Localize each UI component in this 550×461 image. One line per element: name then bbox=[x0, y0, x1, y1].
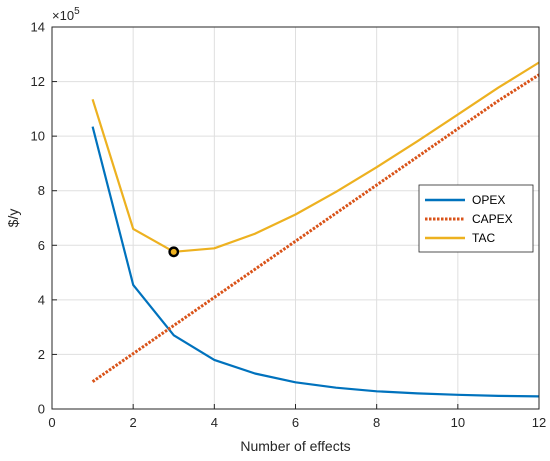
x-tick-label: 10 bbox=[451, 415, 465, 430]
highlight-marker bbox=[168, 246, 180, 258]
ticks-group: 0 2 4 6 8 10 12 0 2 4 6 8 10 12 14 bbox=[31, 20, 547, 431]
legend-label-opex: OPEX bbox=[472, 193, 505, 207]
y-axis-label: $/y bbox=[5, 209, 21, 228]
x-tick-label: 4 bbox=[211, 415, 218, 430]
exponent-power: 5 bbox=[74, 6, 80, 17]
highlight-group bbox=[168, 246, 180, 258]
series-line-opex bbox=[91, 126, 540, 398]
x-tick-label: 8 bbox=[373, 415, 380, 430]
y-tick-label: 2 bbox=[38, 347, 45, 362]
y-tick-label: 4 bbox=[38, 292, 45, 307]
series-group bbox=[91, 61, 540, 398]
series-line-tac bbox=[91, 61, 540, 253]
exponent-base: ×10 bbox=[52, 8, 74, 23]
y-tick-label: 0 bbox=[38, 402, 45, 417]
x-axis-label: Number of effects bbox=[240, 438, 350, 454]
x-tick-label: 12 bbox=[532, 415, 546, 430]
y-tick-label: 6 bbox=[38, 238, 45, 253]
x-tick-label: 2 bbox=[130, 415, 137, 430]
legend: OPEX CAPEX TAC bbox=[418, 184, 534, 253]
y-tick-label: 10 bbox=[31, 129, 45, 144]
x-tick-label: 6 bbox=[292, 415, 299, 430]
y-tick-label: 8 bbox=[38, 183, 45, 198]
legend-label-tac: TAC bbox=[472, 231, 495, 245]
series-line-capex bbox=[91, 73, 540, 383]
legend-label-capex: CAPEX bbox=[472, 212, 513, 226]
y-tick-label: 12 bbox=[31, 74, 45, 89]
y-tick-label: 14 bbox=[31, 20, 45, 35]
x-tick-label: 0 bbox=[48, 415, 55, 430]
exponent-label: ×105 bbox=[52, 6, 80, 23]
